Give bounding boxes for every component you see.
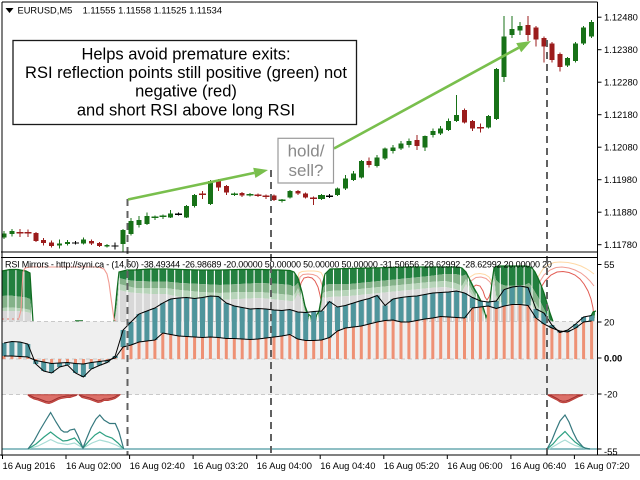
svg-text:16 Aug 06:40: 16 Aug 06:40: [511, 460, 566, 471]
svg-text:1.12280: 1.12280: [604, 77, 638, 88]
svg-text:16 Aug 03:20: 16 Aug 03:20: [193, 460, 248, 471]
svg-text:55: 55: [604, 259, 614, 270]
svg-text:1.12480: 1.12480: [604, 12, 638, 23]
svg-text:RSI Mirrors - http://syni.ca -: RSI Mirrors - http://syni.ca - (14,50) -…: [5, 260, 552, 270]
svg-text:and short RSI above long RSI: and short RSI above long RSI: [77, 101, 295, 119]
svg-text:0.00: 0.00: [604, 352, 622, 363]
svg-text:1.12180: 1.12180: [604, 109, 638, 120]
svg-text:16 Aug 04:40: 16 Aug 04:40: [320, 460, 375, 471]
svg-text:-55: -55: [604, 446, 618, 457]
svg-text:1.11980: 1.11980: [604, 174, 637, 185]
svg-text:EURUSD,M5 1.11555 1.11558 1: EURUSD,M5 1.11555 1.11558 1.11525 1.1153…: [18, 5, 223, 15]
svg-text:negative (red): negative (red): [135, 83, 237, 101]
svg-text:16 Aug 02:40: 16 Aug 02:40: [130, 460, 185, 471]
svg-text:16 Aug 02:00: 16 Aug 02:00: [66, 460, 121, 471]
svg-text:16 Aug 05:20: 16 Aug 05:20: [384, 460, 439, 471]
svg-text:RSI reflection points still po: RSI reflection points still positive (gr…: [25, 64, 347, 82]
svg-text:Helps avoid premature exits:: Helps avoid premature exits:: [81, 45, 290, 63]
svg-text:1.12380: 1.12380: [604, 44, 638, 55]
svg-text:16 Aug 04:00: 16 Aug 04:00: [257, 460, 312, 471]
svg-text:1.11880: 1.11880: [604, 207, 637, 218]
svg-text:16 Aug 07:20: 16 Aug 07:20: [574, 460, 629, 471]
svg-text:1.12080: 1.12080: [604, 142, 638, 153]
svg-text:20: 20: [604, 316, 614, 327]
svg-text:-20: -20: [604, 388, 618, 399]
svg-text:16 Aug 06:00: 16 Aug 06:00: [447, 460, 502, 471]
svg-text:1.11780: 1.11780: [604, 239, 637, 250]
svg-text:16 Aug 2016: 16 Aug 2016: [3, 460, 56, 471]
svg-text:hold/: hold/: [288, 142, 325, 161]
svg-text:sell?: sell?: [289, 161, 324, 180]
